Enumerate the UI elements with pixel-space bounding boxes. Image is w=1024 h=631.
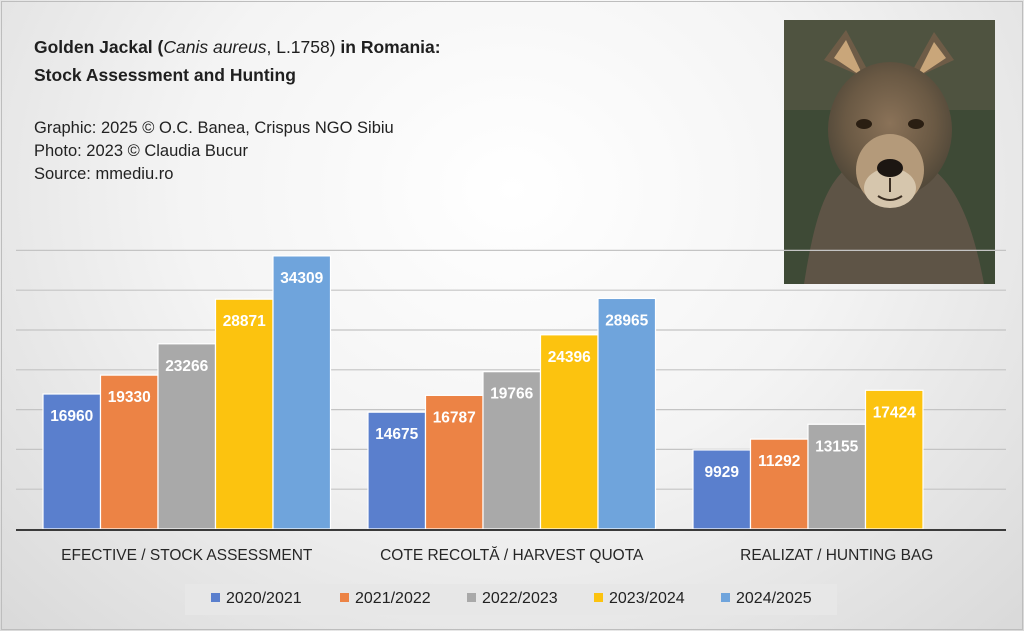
category-label: COTE RECOLTĂ / HARVEST QUOTA — [380, 547, 644, 564]
legend-item: 2020/2021 — [211, 590, 302, 608]
bar-2020-2021-0 — [42, 393, 102, 530]
bar-2024-2025-1 — [597, 297, 657, 530]
data-label: 14675 — [375, 426, 418, 443]
bar-2020-2021-2 — [692, 449, 752, 530]
data-label: 13155 — [815, 438, 858, 455]
data-label: 17424 — [873, 404, 916, 421]
legend-swatch — [211, 593, 220, 602]
data-label: 28965 — [605, 312, 648, 329]
data-label: 16787 — [433, 409, 476, 426]
legend-swatch — [594, 593, 603, 602]
data-label: 16960 — [50, 408, 93, 425]
bar-2023-2024-0 — [214, 298, 274, 530]
data-label: 19330 — [108, 389, 151, 406]
category-label: EFECTIVE / STOCK ASSESSMENT — [61, 547, 313, 564]
legend-label: 2024/2025 — [736, 590, 812, 607]
legend-item: 2024/2025 — [721, 590, 812, 608]
legend-label: 2022/2023 — [482, 590, 558, 607]
bar-2023-2024-1 — [539, 334, 599, 530]
legend-swatch — [467, 593, 476, 602]
photo-credit: Photo: 2023 © Claudia Bucur — [34, 142, 248, 160]
legend-label: 2021/2022 — [355, 590, 431, 607]
data-label: 23266 — [165, 358, 208, 375]
bar-2022-2023-2 — [807, 423, 867, 530]
legend-swatch — [340, 593, 349, 602]
credits: Graphic: 2025 © O.C. Banea, Crispus NGO … — [34, 117, 394, 186]
graphic-credit: Graphic: 2025 © O.C. Banea, Crispus NGO … — [34, 119, 394, 137]
bar-2021-2022-2 — [749, 438, 809, 530]
legend-label: 2023/2024 — [609, 590, 685, 607]
bar-2022-2023-1 — [482, 371, 542, 530]
legend-label: 2020/2021 — [226, 590, 302, 607]
data-label: 34309 — [280, 270, 323, 287]
chart-title: Golden Jackal (Canis aureus, L.1758) in … — [34, 37, 441, 85]
legend-item: 2021/2022 — [340, 590, 431, 608]
data-label: 24396 — [548, 349, 591, 366]
bar-2023-2024-2 — [864, 389, 924, 530]
legend-swatch — [721, 593, 730, 602]
data-label: 19766 — [490, 386, 533, 403]
data-label: 11292 — [758, 453, 800, 470]
category-label: REALIZAT / HUNTING BAG — [740, 547, 933, 564]
data-label: 28871 — [223, 313, 266, 330]
source-credit: Source: mmediu.ro — [34, 165, 174, 183]
legend-item: 2023/2024 — [594, 590, 685, 608]
bar-2022-2023-0 — [157, 343, 217, 530]
bar-2024-2025-0 — [272, 255, 332, 530]
legend-item: 2022/2023 — [467, 590, 558, 608]
bar-2021-2022-1 — [424, 394, 484, 530]
data-label: 9929 — [705, 464, 740, 481]
legend: 2020/2021 2021/2022 2022/2023 2023/2024 2024… — [185, 584, 837, 615]
jackal-photo — [784, 20, 995, 284]
